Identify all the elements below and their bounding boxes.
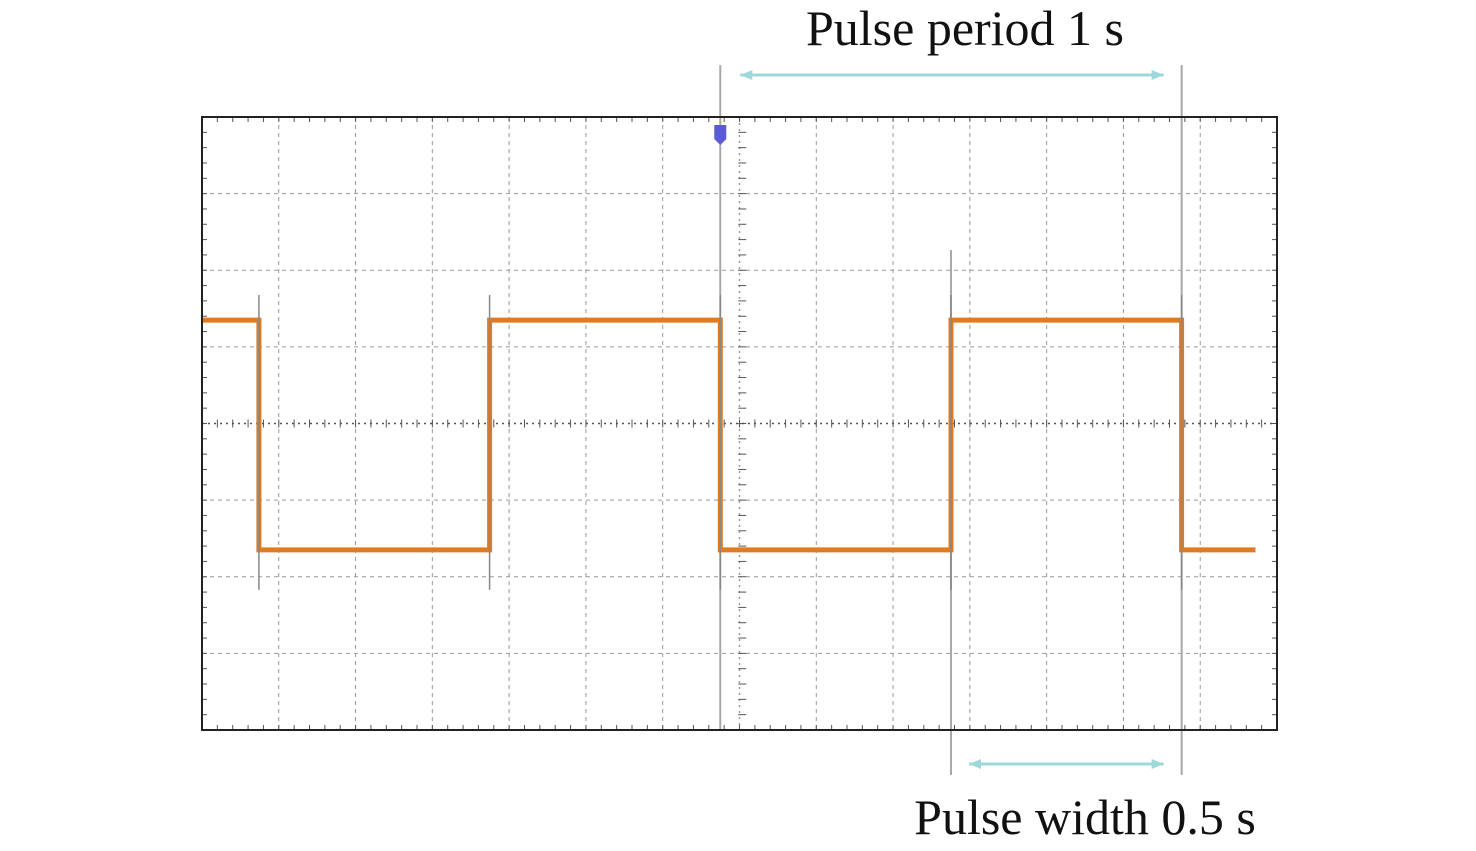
- width-label: Pulse width 0.5 s: [914, 789, 1256, 845]
- trigger-marker-icon: [714, 125, 727, 145]
- plot-frame: [201, 116, 1278, 731]
- trigger-marker: [714, 125, 727, 145]
- waveform: [202, 295, 1256, 590]
- grid: [201, 116, 1278, 731]
- annotations: Pulse period 1 s Pulse width 0.5 s: [740, 0, 1256, 845]
- frame-border: [201, 116, 1278, 731]
- trace-line: [202, 317, 1256, 553]
- period-label: Pulse period 1 s: [806, 0, 1124, 56]
